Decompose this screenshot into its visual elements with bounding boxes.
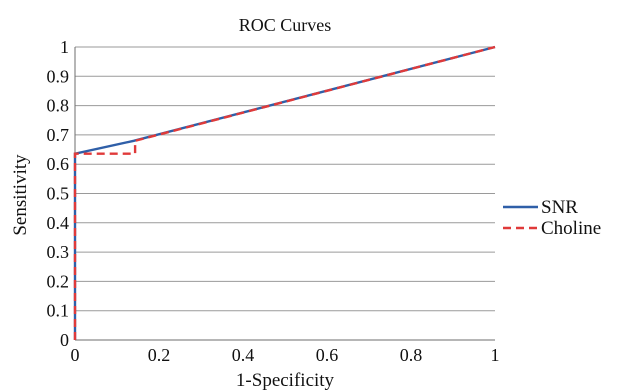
y-tick-label: 0.6 [47,154,70,174]
x-tick-label: 0.6 [316,345,339,365]
x-tick-label: 1 [491,345,500,365]
x-tick-label: 0.4 [232,345,255,365]
grid-lines [75,46,495,341]
y-tick-label: 0 [60,330,69,350]
y-tick-label: 0.3 [47,242,70,262]
y-tick-label: 0.1 [47,301,70,321]
x-tick-label: 0 [71,345,80,365]
y-tick-labels: 0 0.1 0.2 0.3 0.4 0.5 0.6 0.7 0.8 0.9 1 [47,37,70,350]
y-tick-label: 0.7 [47,125,70,145]
y-tick-label: 0.9 [47,66,70,86]
x-tick-label: 0.2 [148,345,171,365]
x-tick-labels: 0 0.2 0.4 0.6 0.8 1 [71,345,500,365]
y-tick-label: 0.5 [47,184,70,204]
x-tick-label: 0.8 [400,345,423,365]
series-lines [73,45,496,340]
y-tick-label: 1 [60,37,69,57]
y-axis-label: Sensitivity [10,154,31,236]
y-tick-label: 0.4 [47,213,70,233]
x-axis-label: 1-Specificity [236,370,335,391]
legend-label-choline: Choline [541,218,601,239]
legend-label-snr: SNR [541,197,578,218]
y-tick-label: 0.2 [47,271,70,291]
series-line-choline [73,45,496,340]
chart-title: ROC Curves [239,15,332,35]
y-tick-label: 0.8 [47,96,70,116]
